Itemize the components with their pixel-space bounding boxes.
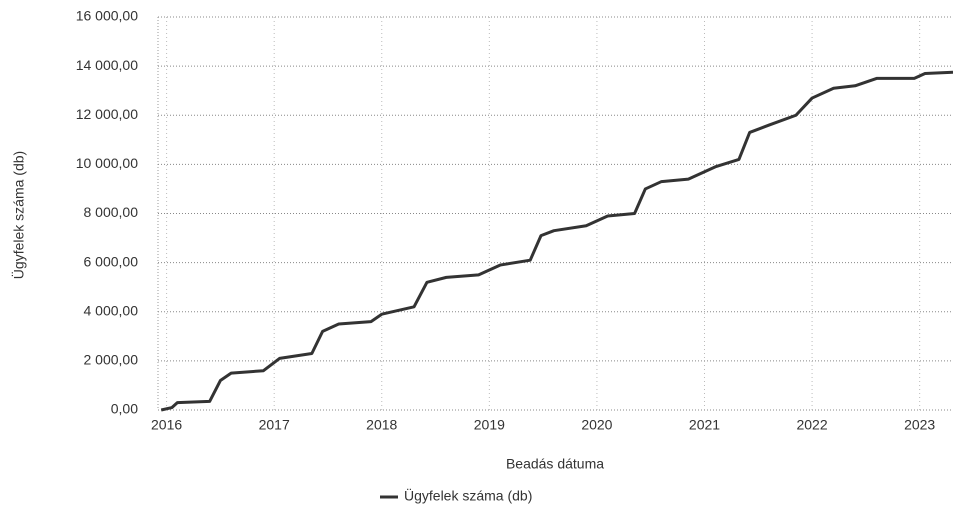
y-axis-label: Ügyfelek száma (db) bbox=[10, 151, 27, 279]
y-tick-label: 4 000,00 bbox=[84, 302, 139, 318]
y-tick-label: 10 000,00 bbox=[76, 155, 138, 171]
line-series bbox=[160, 70, 953, 412]
y-tick-label: 0,00 bbox=[111, 401, 138, 417]
x-tick-label: 2018 bbox=[366, 417, 397, 433]
x-tick-label: 2017 bbox=[259, 417, 290, 433]
y-tick-label: 12 000,00 bbox=[76, 106, 138, 122]
x-tick-label: 2023 bbox=[904, 417, 935, 433]
x-tick-label: 2016 bbox=[151, 417, 182, 433]
x-axis-label: Beadás dátuma bbox=[506, 456, 604, 472]
y-tick-label: 6 000,00 bbox=[84, 253, 139, 269]
x-tick-label: 2019 bbox=[474, 417, 505, 433]
x-tick-label: 2021 bbox=[689, 417, 720, 433]
y-tick-label: 14 000,00 bbox=[76, 57, 138, 73]
y-tick-label: 2 000,00 bbox=[84, 352, 139, 368]
x-tick-label: 2022 bbox=[796, 417, 827, 433]
y-tick-label: 16 000,00 bbox=[76, 8, 138, 24]
legend-label: Ügyfelek száma (db) bbox=[404, 487, 532, 504]
y-tick-label: 8 000,00 bbox=[84, 204, 139, 220]
x-tick-label: 2020 bbox=[581, 417, 612, 433]
